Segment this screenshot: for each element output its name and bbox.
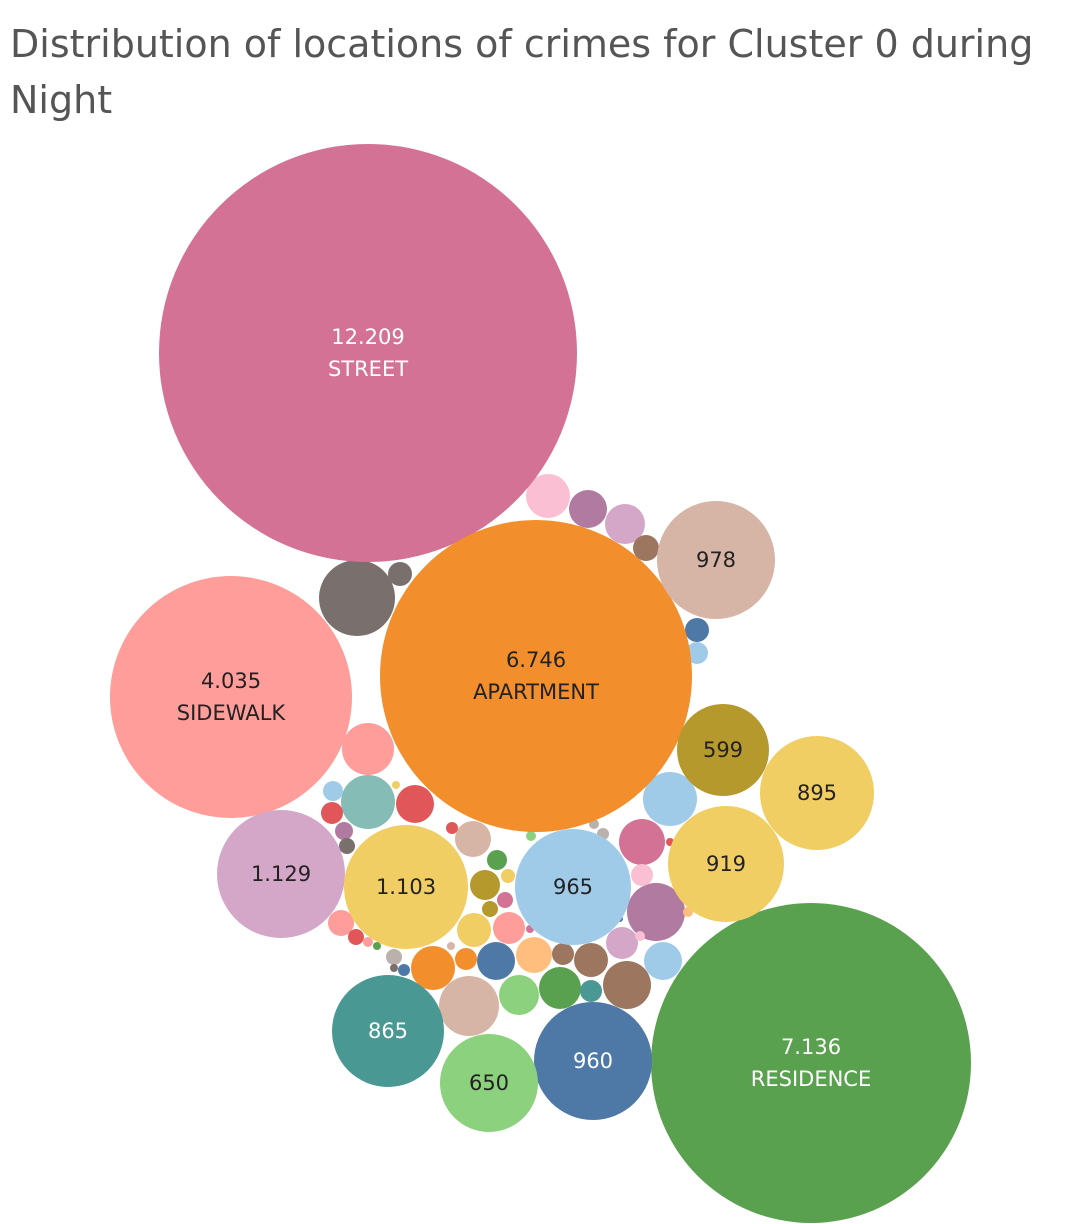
bubble-small-49: [446, 822, 458, 834]
bubble-value-value-865: 865: [368, 1019, 408, 1043]
bubble-value-650: [440, 1034, 538, 1132]
bubble-small-24: [470, 870, 500, 900]
bubble-residence: [651, 903, 971, 1223]
bubble-value-value-1129: 1.129: [251, 862, 311, 886]
bubble-value-865: [332, 975, 444, 1087]
bubble-small-35: [321, 802, 343, 824]
bubble-value-value-599: 599: [703, 738, 743, 762]
bubble-value-1103: [344, 825, 468, 949]
bubble-small-34: [323, 781, 343, 801]
bubble-small-20: [396, 785, 434, 823]
bubble-name-apartment: APARTMENT: [473, 680, 599, 704]
bubble-small-15: [516, 937, 552, 973]
bubble-small-2: [439, 976, 499, 1036]
bubble-value-value-965: 965: [553, 875, 593, 899]
bubble-value-960: [534, 1002, 652, 1120]
bubble-small-26: [328, 910, 354, 936]
bubble-small-13: [574, 943, 608, 977]
bubble-small-41: [339, 838, 355, 854]
bubble-value-apartment: 6.746: [506, 648, 566, 672]
bubble-small-53: [390, 964, 398, 972]
bubble-name-sidewalk: SIDEWALK: [177, 701, 287, 725]
bubble-small-9: [342, 723, 394, 775]
bubble-value-value-960: 960: [573, 1049, 613, 1073]
bubble-small-50: [363, 937, 373, 947]
bubble-small-54: [392, 781, 400, 789]
bubble-small-4: [644, 942, 682, 980]
bubble-value-895: [760, 736, 874, 850]
bubble-small-22: [569, 490, 607, 528]
bubble-small-16: [686, 642, 708, 664]
bubble-small-10: [603, 961, 651, 1009]
bubble-small-19: [526, 474, 570, 518]
bubble-small-7: [605, 504, 645, 544]
bubble-small-42: [348, 929, 364, 945]
bubble-value-value-978: 978: [696, 548, 736, 572]
bubble-value-value-895: 895: [797, 781, 837, 805]
bubble-value-919: [668, 806, 784, 922]
bubble-name-residence: RESIDENCE: [751, 1067, 871, 1091]
bubble-small-21: [457, 913, 491, 947]
bubble-small-44: [398, 964, 410, 976]
bubble-small-40: [497, 892, 513, 908]
bubble-small-0: [319, 560, 395, 636]
bubble-small-38: [487, 850, 507, 870]
bubble-value-sidewalk: 4.035: [201, 669, 261, 693]
bubble-value-978: [657, 501, 775, 619]
bubble-small-36: [386, 949, 402, 965]
bubble-small-32: [580, 980, 602, 1002]
bubble-small-52: [373, 942, 381, 950]
bubble-value-value-919: 919: [706, 852, 746, 876]
bubble-small-3: [643, 772, 697, 826]
bubble-small-11: [499, 975, 539, 1015]
bubble-value-1129: [217, 810, 345, 938]
bubble-small-14: [411, 946, 455, 990]
bubble-small-1: [619, 819, 665, 865]
bubble-value-value-650: 650: [469, 1071, 509, 1095]
bubble-small-27: [455, 948, 477, 970]
bubble-small-31: [388, 562, 412, 586]
bubble-apartment: [380, 520, 692, 832]
bubble-small-12: [539, 967, 581, 1009]
bubble-small-28: [685, 618, 709, 642]
bubble-small-57: [447, 942, 455, 950]
bubble-small-8: [341, 775, 395, 829]
bubble-value-street: 12.209: [331, 325, 404, 349]
bubble-value-residence: 7.136: [781, 1035, 841, 1059]
bubble-small-30: [335, 822, 353, 840]
bubble-small-39: [482, 901, 498, 917]
bubble-value-965: [515, 829, 631, 945]
bubble-street: [159, 144, 577, 562]
bubble-small-29: [633, 535, 659, 561]
bubble-small-17: [552, 943, 574, 965]
bubble-small-23: [606, 927, 638, 959]
chart-title: Distribution of locations of crimes for …: [10, 22, 1034, 122]
bubble-small-33: [631, 864, 653, 886]
bubble-small-25: [455, 821, 491, 857]
bubble-value-value-1103: 1.103: [376, 875, 436, 899]
bubble-name-street: STREET: [328, 357, 408, 381]
bubble-small-5: [627, 883, 685, 941]
bubble-small-47: [635, 931, 645, 941]
bubble-sidewalk: [110, 576, 352, 818]
bubble-small-46: [526, 831, 536, 841]
bubble-small-18: [493, 912, 525, 944]
bubble-small-43: [501, 869, 515, 883]
bubble-value-599: [677, 704, 769, 796]
bubble-small-6: [477, 942, 515, 980]
